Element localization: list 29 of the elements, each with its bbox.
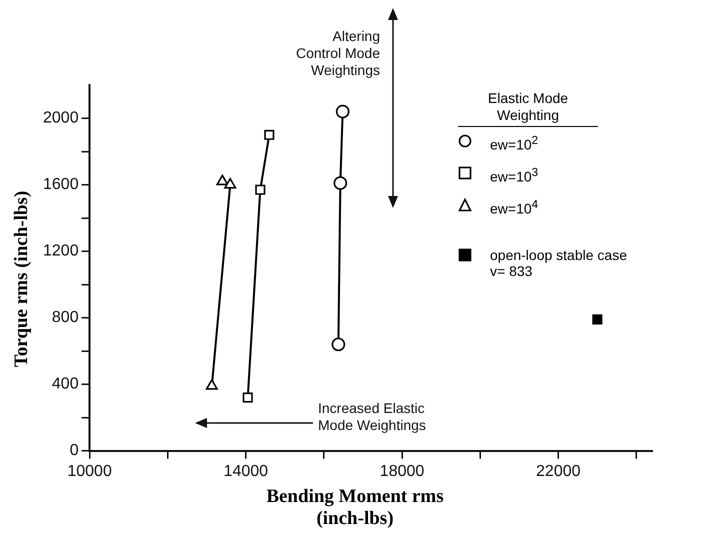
point — [242, 392, 253, 403]
y-tick-label: 400 — [52, 376, 79, 393]
legend-title: Elastic Mode Weighting — [486, 90, 570, 125]
text: Altering Control Mode Weightings — [294, 28, 380, 79]
y-axis-title: Torque rms (inch-lbs) — [11, 190, 33, 370]
legend-label: ew=10$^{3}$ — [490, 165, 540, 185]
annotation: Increased Elastic Mode Weightings — [318, 400, 427, 434]
x-axis-title: Bending Moment rms (inch-lbs) — [265, 486, 445, 530]
legend-label: ew=10$^{2}$ — [490, 133, 540, 153]
y-tick-label: 1200 — [43, 242, 79, 260]
point — [216, 174, 228, 186]
point — [264, 130, 274, 140]
y-tick-label: 2000 — [43, 110, 79, 127]
point — [592, 314, 602, 324]
y-tick-label: 1600 — [43, 176, 79, 194]
point — [336, 104, 350, 118]
y-tick-label: 0 — [70, 442, 79, 460]
point — [255, 184, 266, 195]
x-tick-label: 18000 — [380, 462, 424, 480]
point — [224, 178, 236, 189]
legend-label: ew=10$^{4}$ — [490, 197, 540, 217]
x-tick-label: 22000 — [536, 462, 581, 480]
point — [332, 338, 346, 352]
y-tick-label: 800 — [52, 309, 79, 326]
legend-label: open-loop stable case v= 833 — [490, 247, 628, 279]
x-tick-label: 14000 — [224, 462, 268, 480]
point — [334, 176, 348, 190]
x-tick-label: 10000 — [67, 462, 112, 480]
point — [206, 379, 218, 390]
